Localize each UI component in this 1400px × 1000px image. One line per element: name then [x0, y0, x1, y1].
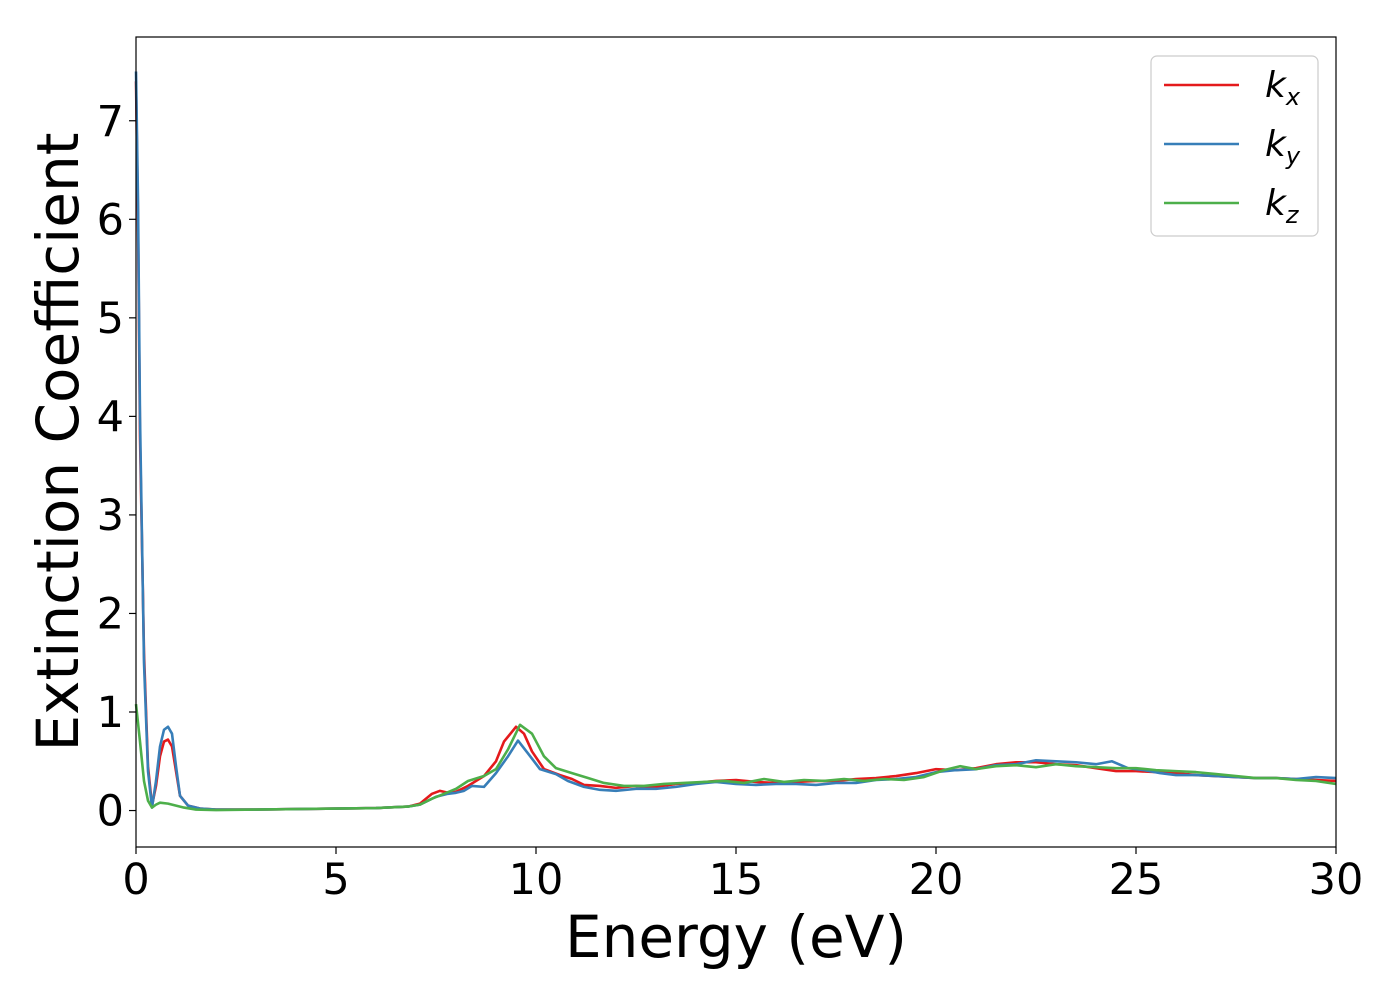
- legend-label-y: ky: [1265, 124, 1301, 170]
- legend-box: [1150, 55, 1319, 237]
- y-tick-label: 6: [97, 195, 124, 245]
- y-tick-label: 0: [97, 787, 124, 837]
- y-tick-label: 3: [97, 491, 124, 541]
- x-axis-ticks: 0 5 10 15 20 25 30: [122, 847, 1363, 905]
- x-tick-label: 20: [909, 855, 964, 905]
- legend: kx ky kz: [1150, 55, 1319, 237]
- legend-label-z: kz: [1265, 183, 1300, 229]
- y-axis-title: Extinction Coefficient: [24, 133, 92, 752]
- y-tick-label: 7: [97, 97, 124, 147]
- x-tick-label: 30: [1309, 855, 1364, 905]
- x-tick-label: 0: [122, 855, 149, 905]
- y-axis-ticks: 0 1 2 3 4 5 6 7: [97, 97, 136, 837]
- plot-lines: [134, 71, 1337, 812]
- x-tick-label: 10: [509, 855, 564, 905]
- legend-label-x: kx: [1265, 65, 1301, 111]
- y-tick-label: 5: [97, 294, 124, 344]
- x-axis-title: Energy (eV): [565, 903, 907, 971]
- y-tick-label: 4: [97, 392, 124, 442]
- x-tick-label: 15: [709, 855, 764, 905]
- series-line-y: [134, 71, 1337, 811]
- series-line-z: [134, 703, 1337, 812]
- x-tick-label: 25: [1109, 855, 1164, 905]
- y-tick-label: 2: [97, 589, 124, 639]
- x-tick-label: 5: [322, 855, 349, 905]
- y-tick-label: 1: [97, 688, 124, 738]
